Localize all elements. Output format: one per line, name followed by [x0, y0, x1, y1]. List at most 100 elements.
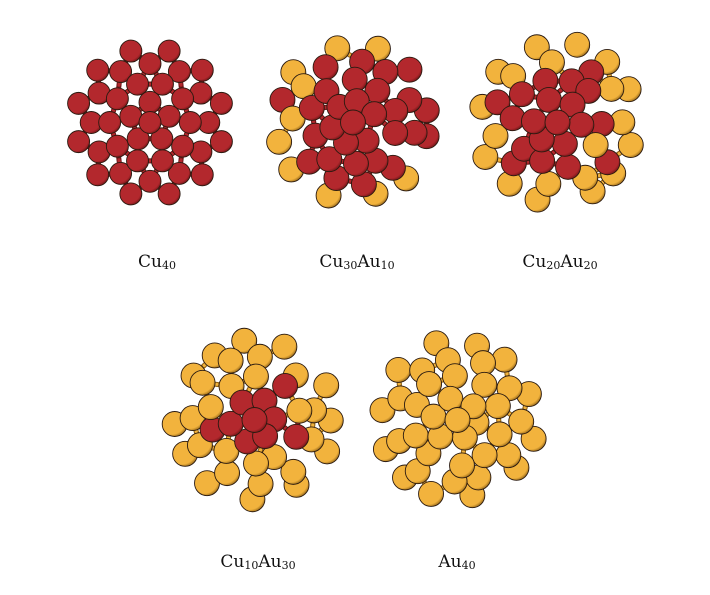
label-au40: Au40 — [438, 552, 475, 572]
atom-group — [266, 35, 440, 209]
atom-au — [471, 442, 498, 469]
atom-cu — [157, 39, 181, 63]
atom-cu — [150, 127, 174, 151]
atom-cu — [119, 39, 143, 63]
atom-au — [535, 170, 562, 197]
formula-element: Cu — [220, 552, 245, 572]
label-cu10au30: Cu10Au30 — [220, 552, 295, 572]
cluster-cu20au20 — [469, 31, 644, 213]
formula-count: 20 — [546, 259, 561, 272]
atom-cu — [86, 163, 110, 187]
atom-au — [313, 372, 340, 399]
atom-cu — [67, 91, 91, 115]
formula-element: Cu — [138, 252, 162, 272]
atom-cu — [241, 407, 268, 433]
atom-cu — [209, 91, 233, 115]
atom-au — [280, 458, 307, 485]
formula-element: Au — [438, 552, 462, 572]
atom-cu — [340, 109, 366, 136]
atom-cu — [499, 105, 526, 132]
atom-au — [217, 347, 244, 374]
atom-cu — [190, 58, 214, 82]
cluster-au40 — [369, 330, 547, 509]
formula-element: Au — [560, 252, 584, 272]
atom-au — [402, 422, 429, 449]
atom-au — [491, 346, 518, 373]
atom-au — [189, 369, 216, 396]
atom-au — [214, 460, 241, 487]
atom-au — [324, 35, 351, 62]
atom-au — [482, 123, 509, 149]
atom-cu — [67, 130, 91, 154]
atom-au — [582, 132, 609, 159]
atom-cu — [138, 169, 162, 193]
cluster-cu10au30 — [161, 327, 344, 513]
atom-au — [418, 480, 445, 507]
atom-cu — [119, 182, 143, 206]
atom-cu — [167, 60, 191, 84]
atom-cu — [544, 109, 571, 136]
atom-au — [243, 363, 269, 390]
atom-au — [598, 75, 625, 102]
atom-group — [469, 31, 644, 213]
atom-au — [449, 452, 475, 479]
atom-cu — [119, 104, 143, 128]
atom-au — [486, 421, 513, 448]
atom-au — [508, 408, 535, 435]
label-cu40: Cu40 — [138, 252, 176, 272]
formula-element: Cu — [319, 252, 344, 272]
atom-cu — [283, 423, 310, 450]
atom-cu — [298, 95, 325, 121]
atom-au — [416, 371, 443, 398]
atom-au — [484, 393, 511, 420]
formula-count: 20 — [583, 259, 598, 272]
formula-element: Au — [357, 252, 381, 272]
atom-group — [161, 327, 344, 513]
atom-cu — [126, 149, 149, 173]
formula-count: 30 — [343, 259, 358, 272]
atom-cu — [157, 182, 181, 206]
atom-cu — [151, 149, 174, 173]
atom-au — [617, 132, 644, 158]
atom-cu — [138, 52, 162, 76]
label-cu20au20: Cu20Au20 — [522, 252, 597, 272]
atom-au — [271, 333, 298, 360]
atom-au — [441, 363, 468, 390]
atom-cu — [190, 163, 214, 187]
atom-cu — [98, 111, 122, 134]
atom-cu — [151, 72, 174, 96]
formula-count: 40 — [461, 559, 476, 572]
formula-count: 10 — [244, 559, 259, 572]
atom-au — [286, 397, 313, 424]
label-cu30au10: Cu30Au10 — [319, 252, 394, 272]
atom-cu — [508, 81, 535, 108]
atom-cu — [167, 161, 191, 185]
atom-cu — [555, 153, 581, 180]
atom-cu — [312, 54, 339, 81]
atom-cu — [126, 72, 149, 96]
atom-cu — [138, 111, 162, 134]
atom-au — [385, 356, 412, 383]
atom-cu — [382, 120, 409, 146]
atom-cu — [126, 127, 150, 151]
atom-au — [471, 371, 498, 398]
atom-cu — [209, 130, 233, 154]
atom-cu — [86, 58, 110, 82]
atom-cu — [105, 87, 129, 111]
atom-cu — [272, 372, 299, 399]
atom-cu — [171, 87, 195, 111]
formula-count: 30 — [281, 559, 296, 572]
atom-cu — [109, 60, 133, 84]
atom-cu — [105, 134, 129, 158]
atom-cu — [109, 161, 133, 185]
formula-count: 40 — [161, 259, 176, 272]
atom-group — [369, 330, 547, 509]
atom-cu — [138, 90, 162, 114]
atom-cu — [316, 146, 343, 173]
atom-cu — [341, 66, 368, 93]
atom-au — [231, 327, 258, 354]
atom-cu — [171, 134, 195, 158]
atom-cu — [521, 108, 547, 135]
atom-cu — [484, 89, 511, 116]
